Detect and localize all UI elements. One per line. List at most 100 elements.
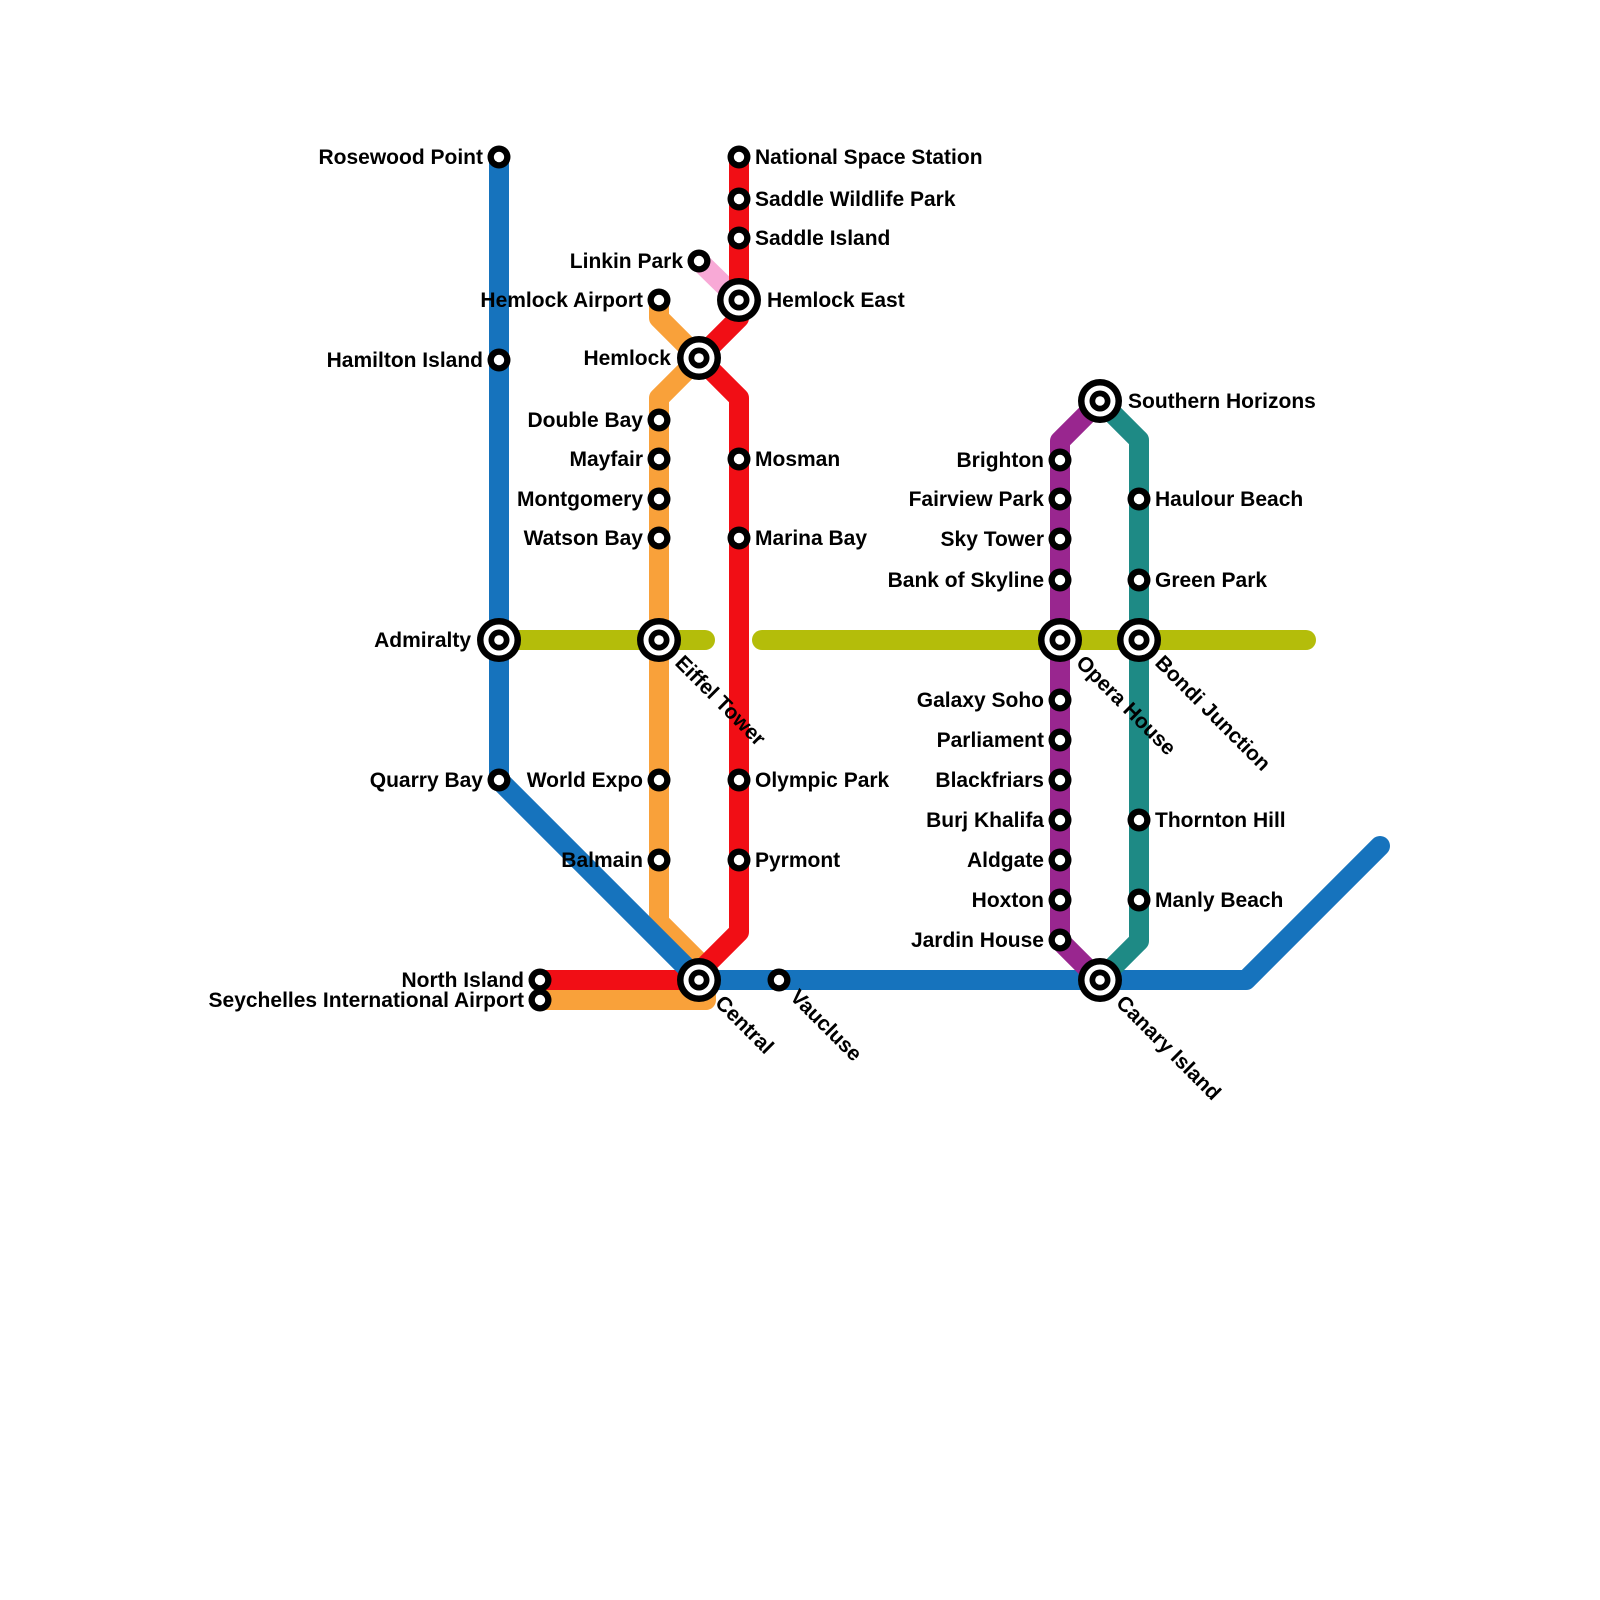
teal-line: [1090, 391, 1149, 990]
station-label-canary-island: Canary Island: [1111, 991, 1225, 1105]
station-label-vaucluse: Vaucluse: [785, 985, 866, 1066]
station-bank-of-skyline: [1048, 568, 1072, 592]
interchange-marker: [694, 975, 704, 985]
station-label-manly-beach: Manly Beach: [1155, 889, 1283, 912]
station-saddle-island: [727, 226, 751, 250]
station-marker: [534, 994, 546, 1006]
station-label-jardin-house: Jardin House: [911, 929, 1044, 952]
station-southern-horizons: [1078, 379, 1122, 423]
station-fairview-park: [1048, 487, 1072, 511]
station-label-eiffel-tower: Eiffel Tower: [670, 651, 769, 750]
station-label-linkin-park: Linkin Park: [570, 250, 684, 273]
station-label-olympic-park: Olympic Park: [755, 769, 890, 792]
station-haulour-beach: [1127, 487, 1151, 511]
station-label-green-park: Green Park: [1155, 569, 1267, 592]
interchange-marker: [654, 635, 664, 645]
station-label-hemlock-east: Hemlock East: [767, 289, 905, 312]
station-national-space-station: [727, 145, 751, 169]
station-label-balmain: Balmain: [561, 849, 643, 872]
station-marker: [493, 774, 505, 786]
station-balmain: [647, 848, 671, 872]
station-marker: [733, 854, 745, 866]
station-olympic-park: [727, 768, 751, 792]
station-marker: [733, 193, 745, 205]
station-central: [677, 958, 721, 1002]
station-marker: [1133, 894, 1145, 906]
station-label-southern-horizons: Southern Horizons: [1128, 390, 1316, 413]
station-marker: [733, 453, 745, 465]
station-hemlock-airport: [647, 288, 671, 312]
station-rosewood-point: [487, 145, 511, 169]
station-label-mayfair: Mayfair: [569, 448, 643, 471]
station-hemlock-east: [717, 278, 761, 322]
station-label-aldgate: Aldgate: [967, 849, 1044, 872]
station-sky-tower: [1048, 527, 1072, 551]
station-label-double-bay: Double Bay: [527, 409, 643, 432]
station-label-rosewood-point: Rosewood Point: [319, 146, 484, 169]
station-label-burj-khalifa: Burj Khalifa: [926, 809, 1044, 832]
station-marker: [773, 974, 785, 986]
station-parliament: [1048, 728, 1072, 752]
interchange-marker: [1095, 975, 1105, 985]
station-label-montgomery: Montgomery: [517, 488, 643, 511]
station-hamilton-island: [487, 348, 511, 372]
station-marker: [1054, 854, 1066, 866]
station-marker: [1054, 894, 1066, 906]
interchange-marker: [734, 295, 744, 305]
station-label-national-space-station: National Space Station: [755, 146, 983, 169]
station-label-central: Central: [710, 991, 777, 1058]
station-marker: [493, 151, 505, 163]
station-label-mosman: Mosman: [755, 448, 840, 471]
station-label-hemlock: Hemlock: [583, 347, 671, 370]
station-marker: [653, 414, 665, 426]
station-marker: [653, 532, 665, 544]
station-mosman: [727, 447, 751, 471]
station-label-quarry-bay: Quarry Bay: [370, 769, 484, 792]
station-marker: [733, 151, 745, 163]
station-north-island: [528, 968, 552, 992]
station-labels-layer: Rosewood Point National Space Station Sadd…: [209, 146, 1316, 1105]
station-label-bank-of-skyline: Bank of Skyline: [888, 569, 1044, 592]
station-jardin-house: [1048, 928, 1072, 952]
station-canary-island: [1078, 958, 1122, 1002]
station-label-sky-tower: Sky Tower: [941, 528, 1044, 551]
station-montgomery: [647, 487, 671, 511]
station-marker: [1054, 774, 1066, 786]
station-thornton-hill: [1127, 808, 1151, 832]
station-seychelles-international-airport: [528, 988, 552, 1012]
station-linkin-park: [687, 249, 711, 273]
station-marker: [1054, 533, 1066, 545]
station-vaucluse: [767, 968, 791, 992]
station-marina-bay: [727, 526, 751, 550]
station-label-world-expo: World Expo: [527, 769, 643, 792]
station-label-saddle-wildlife-park: Saddle Wildlife Park: [755, 188, 956, 211]
station-burj-khalifa: [1048, 808, 1072, 832]
station-admiralty: [477, 618, 521, 662]
station-marker: [653, 294, 665, 306]
station-marker: [1054, 493, 1066, 505]
station-label-saddle-island: Saddle Island: [755, 227, 890, 250]
station-label-fairview-park: Fairview Park: [909, 488, 1045, 511]
station-label-blackfriars: Blackfriars: [935, 769, 1044, 792]
station-marker: [693, 255, 705, 267]
station-marker: [1133, 493, 1145, 505]
station-hoxton: [1048, 888, 1072, 912]
station-marker: [1054, 934, 1066, 946]
interchange-marker: [1055, 635, 1065, 645]
interchange-marker: [1095, 396, 1105, 406]
station-manly-beach: [1127, 888, 1151, 912]
station-marker: [653, 774, 665, 786]
station-label-brighton: Brighton: [957, 449, 1044, 472]
station-marker: [733, 232, 745, 244]
interchange-marker: [1134, 635, 1144, 645]
station-marker: [653, 854, 665, 866]
station-watson-bay: [647, 526, 671, 550]
station-green-park: [1127, 568, 1151, 592]
station-label-watson-bay: Watson Bay: [524, 527, 644, 550]
station-label-thornton-hill: Thornton Hill: [1155, 809, 1286, 832]
station-label-hemlock-airport: Hemlock Airport: [480, 289, 643, 312]
interchange-marker: [494, 635, 504, 645]
station-label-north-island: North Island: [401, 969, 524, 992]
